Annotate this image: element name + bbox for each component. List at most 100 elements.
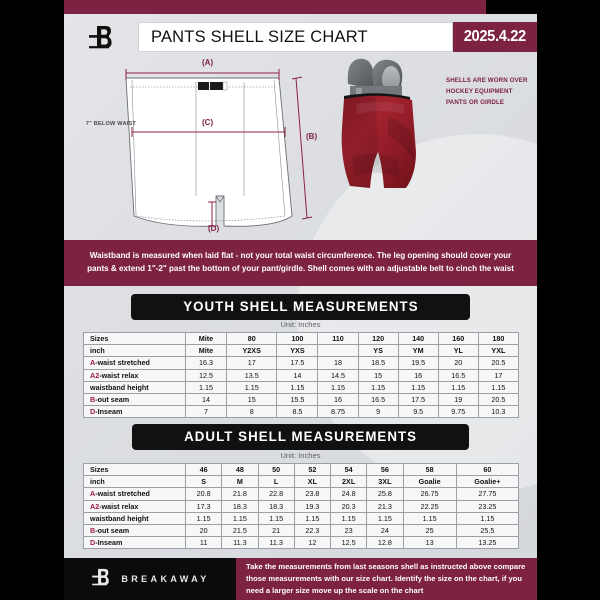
footer-instruction-text: Take the measurements from last seasons … (246, 561, 526, 596)
table-cell: 17.5 (276, 356, 319, 370)
measurement-instruction-banner: Waistband is measured when laid flat - n… (64, 240, 537, 286)
table-cell (317, 344, 359, 358)
table-cell: 1.15 (397, 380, 439, 394)
date-badge-text: 2025.4.22 (463, 28, 527, 45)
date-badge: 2025.4.22 (453, 22, 537, 52)
table-cell: Y2XS (225, 344, 278, 358)
youth-title-text: YOUTH SHELL MEASUREMENTS (182, 298, 419, 314)
adult-unit-label: Unit: Inches (280, 451, 321, 460)
table-row: waistband height 1.15 1.15 1.15 1.15 1.15 1.15… (83, 380, 520, 394)
row-label-marker: A (90, 489, 96, 499)
table-cell: 48 (221, 462, 259, 477)
table-cell: YXL (477, 344, 520, 358)
pants-technical-diagram: (A) (B) (C) (D) 7" BELOW WAIST (74, 56, 334, 244)
table-cell: 56 (366, 462, 404, 477)
table-row: A-waist stretched 20.8 21.8 22.8 23.8 24.8 25.… (83, 487, 520, 501)
table-cell: 46 (184, 462, 223, 477)
table-cell: 12.8 (366, 536, 404, 550)
table-cell: 1.15 (357, 380, 399, 394)
table-cell: 1.15 (185, 380, 227, 394)
table-cell: 18.3 (257, 499, 295, 513)
youth-measurements-table: Sizes Mite 80 100 110 120 140 160 180 inch Mite Y2X… (83, 331, 520, 419)
table-cell: 21.8 (221, 487, 259, 501)
table-cell: 9.75 (437, 405, 479, 419)
photo-note: SHELLS ARE WORN OVER HOCKEY EQUIPMENT PA… (446, 77, 528, 106)
table-cell: 54 (329, 462, 368, 477)
row-label: A2-waist relax (83, 368, 186, 382)
table-cell: 1.15 (437, 380, 479, 394)
row-label: inch (83, 344, 186, 358)
table-row: A2-waist relax 12.5 13.5 14 14.5 15 16 16.5 17 (83, 368, 520, 382)
table-cell: 14 (185, 392, 227, 407)
table-cell: 18.5 (357, 356, 399, 370)
table-cell: 8.5 (276, 405, 319, 419)
table-cell: 23.8 (293, 487, 332, 501)
adult-table-body: Sizes 46 48 50 52 54 56 58 60 inch S M L XL 2XL 3XL Goal… (83, 462, 520, 550)
table-cell: 22.3 (293, 523, 332, 538)
row-label-marker: D (90, 407, 96, 417)
row-label-marker: A2 (90, 370, 100, 380)
row-label-marker: B (90, 526, 96, 536)
table-cell: 24.8 (329, 487, 368, 501)
table-cell: Goalie (402, 475, 457, 489)
below-waist-note: 7" BELOW WAIST (85, 121, 136, 127)
table-cell: 11 (184, 536, 223, 550)
table-cell: M (221, 475, 259, 489)
table-row: A-waist stretched 16.3 17 17.5 18 18.5 19.5 20 2… (83, 356, 520, 370)
table-cell: 17.3 (184, 499, 223, 513)
table-cell: YM (397, 344, 439, 358)
table-cell: 20.5 (477, 356, 520, 370)
table-cell: 23.25 (455, 499, 520, 513)
row-label: B-out seam (83, 392, 186, 407)
top-accent-strip (64, 0, 486, 14)
table-cell: 25 (402, 523, 457, 538)
adult-measurements-table: Sizes 46 48 50 52 54 56 58 60 inch S M L XL 2XL 3XL Goal… (83, 462, 520, 550)
diagram-label-a: (A) (202, 58, 214, 67)
table-cell: S (184, 475, 223, 489)
row-label: Sizes (83, 331, 186, 346)
table-cell: 17 (477, 368, 520, 382)
table-cell: 14.5 (317, 368, 359, 382)
table-cell: 1.15 (257, 511, 295, 525)
footer-brand: BREAKAWAY (64, 558, 236, 600)
table-row: A2-waist relax 17.3 18.3 18.3 19.3 20.3 21.3 22… (83, 499, 520, 513)
table-cell: 15.5 (276, 392, 319, 407)
table-cell: 1.15 (293, 511, 332, 525)
product-photo (332, 56, 440, 206)
table-cell: 9 (357, 405, 399, 419)
adult-section-title: ADULT SHELL MEASUREMENTS (64, 424, 537, 450)
table-cell: 100 (276, 331, 319, 346)
table-cell: 11.3 (221, 536, 259, 550)
table-cell: 26.75 (402, 487, 457, 501)
table-cell: 1.15 (366, 511, 404, 525)
table-cell: 18 (317, 356, 359, 370)
table-cell: 17 (225, 356, 278, 370)
chart-sheet: PANTS SHELL SIZE CHART 2025.4.22 (64, 14, 537, 558)
table-cell: 12.5 (185, 368, 227, 382)
footer-brand-name: BREAKAWAY (121, 574, 210, 584)
table-cell: 20.3 (329, 499, 368, 513)
row-label-marker: A2 (90, 501, 100, 511)
table-row: D-Inseam 7 8 8.5 8.75 9 9.5 9.75 10.3 (83, 405, 520, 419)
table-cell: 1.15 (329, 511, 368, 525)
table-cell: 52 (293, 462, 332, 477)
table-cell: 160 (437, 331, 479, 346)
table-cell: 1.15 (317, 380, 359, 394)
breakaway-b-logo-icon (90, 566, 112, 593)
table-row: inch Mite Y2XS YXS YS YM YL YXL (83, 344, 520, 358)
breakaway-b-logo-icon (86, 22, 116, 52)
table-cell: 17.5 (397, 392, 439, 407)
youth-section-title: YOUTH SHELL MEASUREMENTS (64, 294, 537, 320)
table-cell: 8 (225, 405, 278, 419)
table-row: waistband height 1.15 1.15 1.15 1.15 1.15 1.15… (83, 511, 520, 525)
table-cell: 15 (357, 368, 399, 382)
table-cell: 16.5 (357, 392, 399, 407)
table-cell: 19.3 (293, 499, 332, 513)
row-label: A2-waist relax (83, 499, 186, 513)
table-cell: 24 (366, 523, 404, 538)
table-cell: 20.8 (184, 487, 223, 501)
brand-logo (64, 20, 138, 54)
table-cell: Mite (185, 331, 227, 346)
table-cell: 19.5 (397, 356, 439, 370)
